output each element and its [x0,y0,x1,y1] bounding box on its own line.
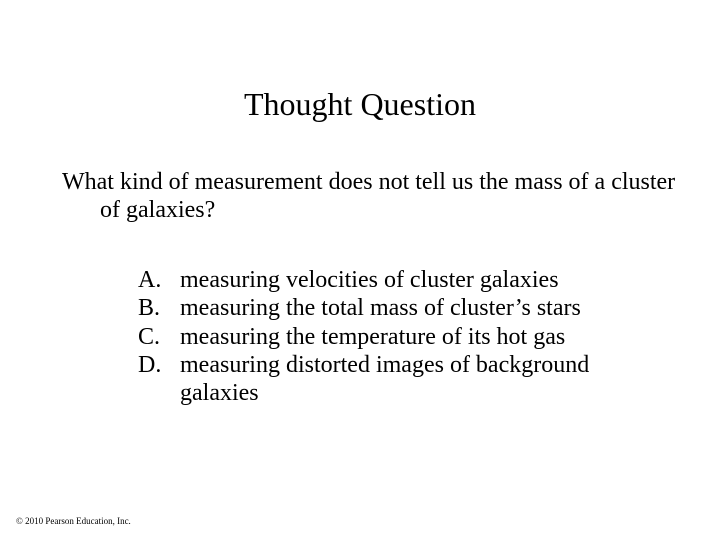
option-b: B. measuring the total mass of cluster’s… [138,294,648,322]
option-a: A. measuring velocities of cluster galax… [138,266,648,294]
option-text: measuring velocities of cluster galaxies [180,266,648,294]
option-letter: D. [138,351,180,379]
options-list: A. measuring velocities of cluster galax… [138,266,648,408]
option-letter: A. [138,266,180,294]
slide: Thought Question What kind of measuremen… [0,0,720,540]
option-d: D. measuring distorted images of backgro… [138,351,648,408]
question-text: What kind of measurement does not tell u… [62,168,700,225]
option-text: measuring the temperature of its hot gas [180,323,648,351]
copyright-footer: © 2010 Pearson Education, Inc. [16,516,131,526]
option-letter: C. [138,323,180,351]
option-letter: B. [138,294,180,322]
option-c: C. measuring the temperature of its hot … [138,323,648,351]
option-text: measuring distorted images of background… [180,351,648,408]
option-text: measuring the total mass of cluster’s st… [180,294,648,322]
slide-title: Thought Question [0,86,720,123]
